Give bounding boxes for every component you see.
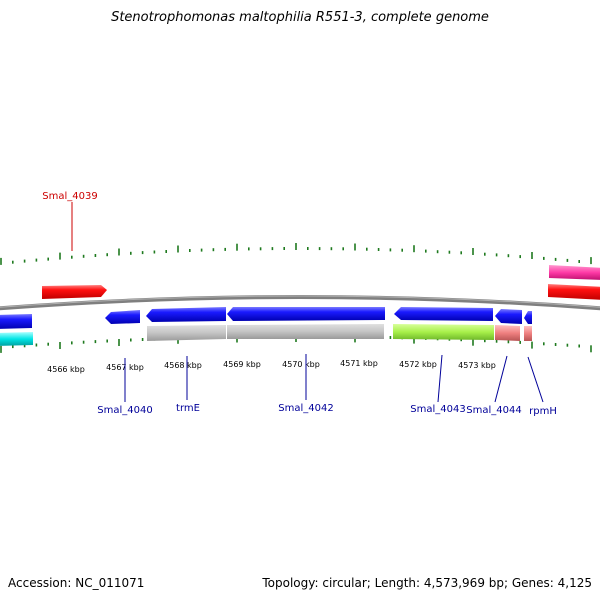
gene-label-smal-4040[interactable]: Smal_4040 — [97, 405, 152, 416]
feature-lime[interactable] — [393, 324, 494, 340]
position-label: 4569 kbp — [223, 360, 261, 369]
gene-rpmh[interactable] — [524, 311, 532, 324]
position-label: 4573 kbp — [458, 361, 496, 370]
leader-rpmh — [527, 356, 544, 403]
gene-label-rpmh[interactable]: rpmH — [529, 406, 557, 417]
figure-title: Stenotrophomonas maltophilia R551-3, com… — [111, 10, 489, 25]
topology-summary: Topology: circular; Length: 4,573,969 bp… — [262, 576, 592, 590]
gene-smal-4039[interactable] — [42, 285, 107, 299]
gene-label-smal-4042[interactable]: Smal_4042 — [278, 403, 333, 414]
position-label: 4571 kbp — [340, 359, 378, 368]
accession-label: Accession: NC_011071 — [8, 576, 145, 590]
gene-label-smal-4043[interactable]: Smal_4043 — [410, 404, 465, 415]
genome-backbone-highlight — [0, 295, 600, 308]
gene-right-red[interactable] — [548, 284, 600, 300]
outer-tick-marks — [0, 243, 592, 265]
gene-left-cyan[interactable] — [0, 332, 33, 346]
feature-salmon[interactable] — [495, 325, 520, 341]
leader-smal-4043 — [437, 354, 443, 403]
leader-smal-4044 — [494, 355, 508, 403]
gene-trme[interactable] — [146, 307, 226, 322]
label-leaders — [71, 202, 544, 403]
gene-right-magenta[interactable] — [549, 265, 600, 280]
position-labels: 4566 kbp 4567 kbp 4568 kbp 4569 kbp 4570… — [47, 359, 496, 374]
gene-smal-4040[interactable] — [105, 310, 140, 324]
gene-label-smal-4039[interactable]: Smal_4039 — [42, 191, 97, 202]
gene-smal-4042[interactable] — [227, 307, 385, 321]
feature-salmon-small[interactable] — [524, 326, 532, 341]
position-label: 4566 kbp — [47, 365, 85, 374]
feature-gray-1[interactable] — [147, 325, 226, 341]
feature-gray-2[interactable] — [227, 324, 384, 339]
gene-label-smal-4044[interactable]: Smal_4044 — [466, 405, 521, 416]
position-label: 4572 kbp — [399, 360, 437, 369]
gene-left-blue[interactable] — [0, 314, 32, 329]
genome-backbone — [0, 295, 600, 311]
position-label: 4570 kbp — [282, 360, 320, 369]
position-label: 4568 kbp — [164, 361, 202, 370]
gene-smal-4043[interactable] — [394, 307, 493, 321]
gene-smal-4044[interactable] — [495, 309, 522, 324]
gene-label-trme[interactable]: trmE — [176, 403, 200, 414]
